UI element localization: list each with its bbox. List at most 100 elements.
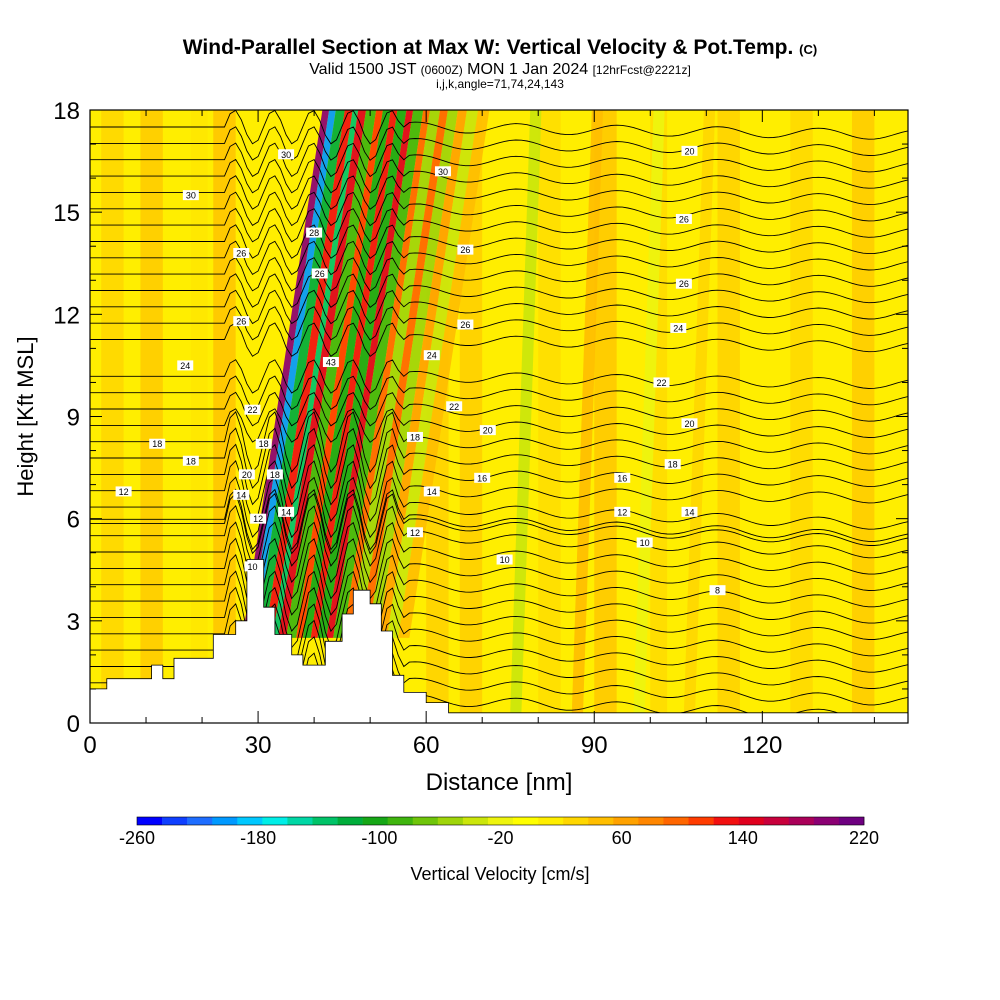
velocity-cell	[278, 110, 367, 638]
theta-label-bg	[266, 469, 283, 480]
y-tick-label: 6	[67, 507, 80, 534]
theta-label: 20	[242, 470, 252, 480]
colorbar-tick-label: 60	[612, 828, 632, 848]
theta-label: 24	[673, 323, 683, 333]
theta-label: 20	[684, 419, 694, 429]
valid-time-line: Valid 1500 JST (0600Z) MON 1 Jan 2024 [1…	[0, 62, 1000, 78]
theta-label: 12	[617, 507, 627, 517]
theta-label-bg	[636, 537, 653, 548]
theta-contour-line	[90, 175, 908, 210]
theta-label-bg	[681, 506, 698, 517]
theta-label: 18	[186, 456, 196, 466]
theta-label: 26	[236, 249, 246, 259]
colorbar-swatch	[663, 817, 689, 825]
theta-contour-line	[90, 256, 908, 292]
y-tick-label: 0	[67, 711, 80, 738]
theta-contour-line	[90, 375, 908, 411]
y-tick-label: 3	[67, 609, 80, 636]
velocity-background	[90, 110, 908, 723]
velocity-cell	[272, 110, 359, 638]
x-axis: 0 30 60 90 120 Distance [nm]	[83, 110, 875, 796]
theta-label-bg	[614, 472, 631, 483]
y-tick-label: 15	[53, 200, 80, 227]
theta-label: 24	[180, 361, 190, 371]
colorbar-tick-label: -260	[119, 828, 155, 848]
theta-label-bg	[675, 213, 692, 224]
velocity-cell	[398, 110, 490, 638]
theta-label: 26	[315, 269, 325, 279]
theta-label-bg	[474, 472, 491, 483]
theta-label-bg	[653, 377, 670, 388]
theta-contour-line	[90, 322, 908, 357]
theta-contours	[90, 110, 908, 723]
theta-contour-line	[90, 191, 908, 227]
colorbar-tick-label: -20	[487, 828, 513, 848]
copyright-mark: (C)	[799, 42, 818, 57]
theta-label-bg	[233, 316, 250, 327]
theta-contour-line	[90, 603, 908, 665]
theta-contour-line	[90, 537, 908, 600]
theta-label: 22	[247, 405, 257, 415]
x-tick-label: 90	[581, 732, 608, 759]
theta-contour-line	[90, 273, 908, 308]
velocity-cell	[302, 110, 391, 638]
theta-label: 16	[477, 473, 487, 483]
field-texture-band	[790, 110, 813, 723]
colorbar-swatch	[788, 817, 815, 825]
theta-label-bg	[709, 585, 726, 596]
theta-contour-line	[90, 427, 908, 490]
velocity-cell	[367, 110, 458, 638]
colorbar-swatch	[688, 817, 714, 825]
theta-label-bg	[278, 149, 295, 160]
theta-label-bg	[149, 438, 166, 449]
theta-label-bg	[244, 561, 261, 572]
valid-time-utc: (0600Z)	[420, 63, 463, 77]
y-axis: 0 3 6 9 12 15 18 Height [Kft MSL]	[13, 98, 908, 738]
theta-contour-line	[90, 224, 908, 259]
colorbar-swatch	[538, 817, 564, 825]
theta-label-bg	[664, 459, 681, 470]
velocity-cell	[377, 110, 467, 638]
colorbar-swatch	[362, 817, 388, 825]
field-texture-band	[190, 110, 208, 723]
velocity-cell	[360, 110, 448, 638]
colorbar-swatch	[237, 817, 263, 825]
theta-label: 26	[460, 320, 470, 330]
x-axis-label: Distance [nm]	[426, 769, 573, 796]
theta-contour-line	[90, 521, 908, 584]
theta-label: 28	[309, 228, 319, 238]
theta-label: 26	[679, 279, 689, 289]
theta-label-bg	[233, 489, 250, 500]
theta-label: 30	[281, 150, 291, 160]
theta-contour-line	[90, 240, 908, 276]
chart-title: Wind-Parallel Section at Max W: Vertical…	[0, 36, 1000, 62]
theta-label: 18	[668, 460, 678, 470]
theta-label: 18	[270, 470, 280, 480]
colorbar-swatch	[838, 817, 865, 825]
colorbar-swatch	[337, 817, 363, 825]
valid-time-local: Valid 1500 JST	[309, 61, 417, 78]
colorbar-swatch	[437, 817, 464, 825]
theta-label: 14	[281, 507, 291, 517]
colorbar-swatch	[813, 817, 840, 825]
chart-title-block: Wind-Parallel Section at Max W: Vertical…	[0, 36, 1000, 90]
theta-label: 16	[617, 473, 627, 483]
theta-label-bg	[670, 322, 687, 333]
x-tick-label: 0	[83, 732, 96, 759]
theta-label-bg	[681, 145, 698, 156]
velocity-cell	[510, 110, 542, 713]
colorbar-swatch	[187, 817, 213, 825]
theta-label: 10	[640, 538, 650, 548]
theta-label-bg	[250, 513, 267, 524]
theta-label-bg	[322, 357, 339, 368]
colorbar-swatch	[588, 817, 614, 825]
theta-label-bg	[244, 404, 261, 415]
theta-label-bg	[446, 401, 463, 412]
theta-label: 30	[186, 191, 196, 201]
theta-label: 12	[119, 487, 129, 497]
y-tick-label: 12	[53, 302, 80, 329]
theta-contour-line	[90, 126, 908, 161]
theta-label-bg	[434, 166, 451, 177]
velocity-cell	[633, 110, 665, 713]
x-tick-label: 30	[245, 732, 272, 759]
